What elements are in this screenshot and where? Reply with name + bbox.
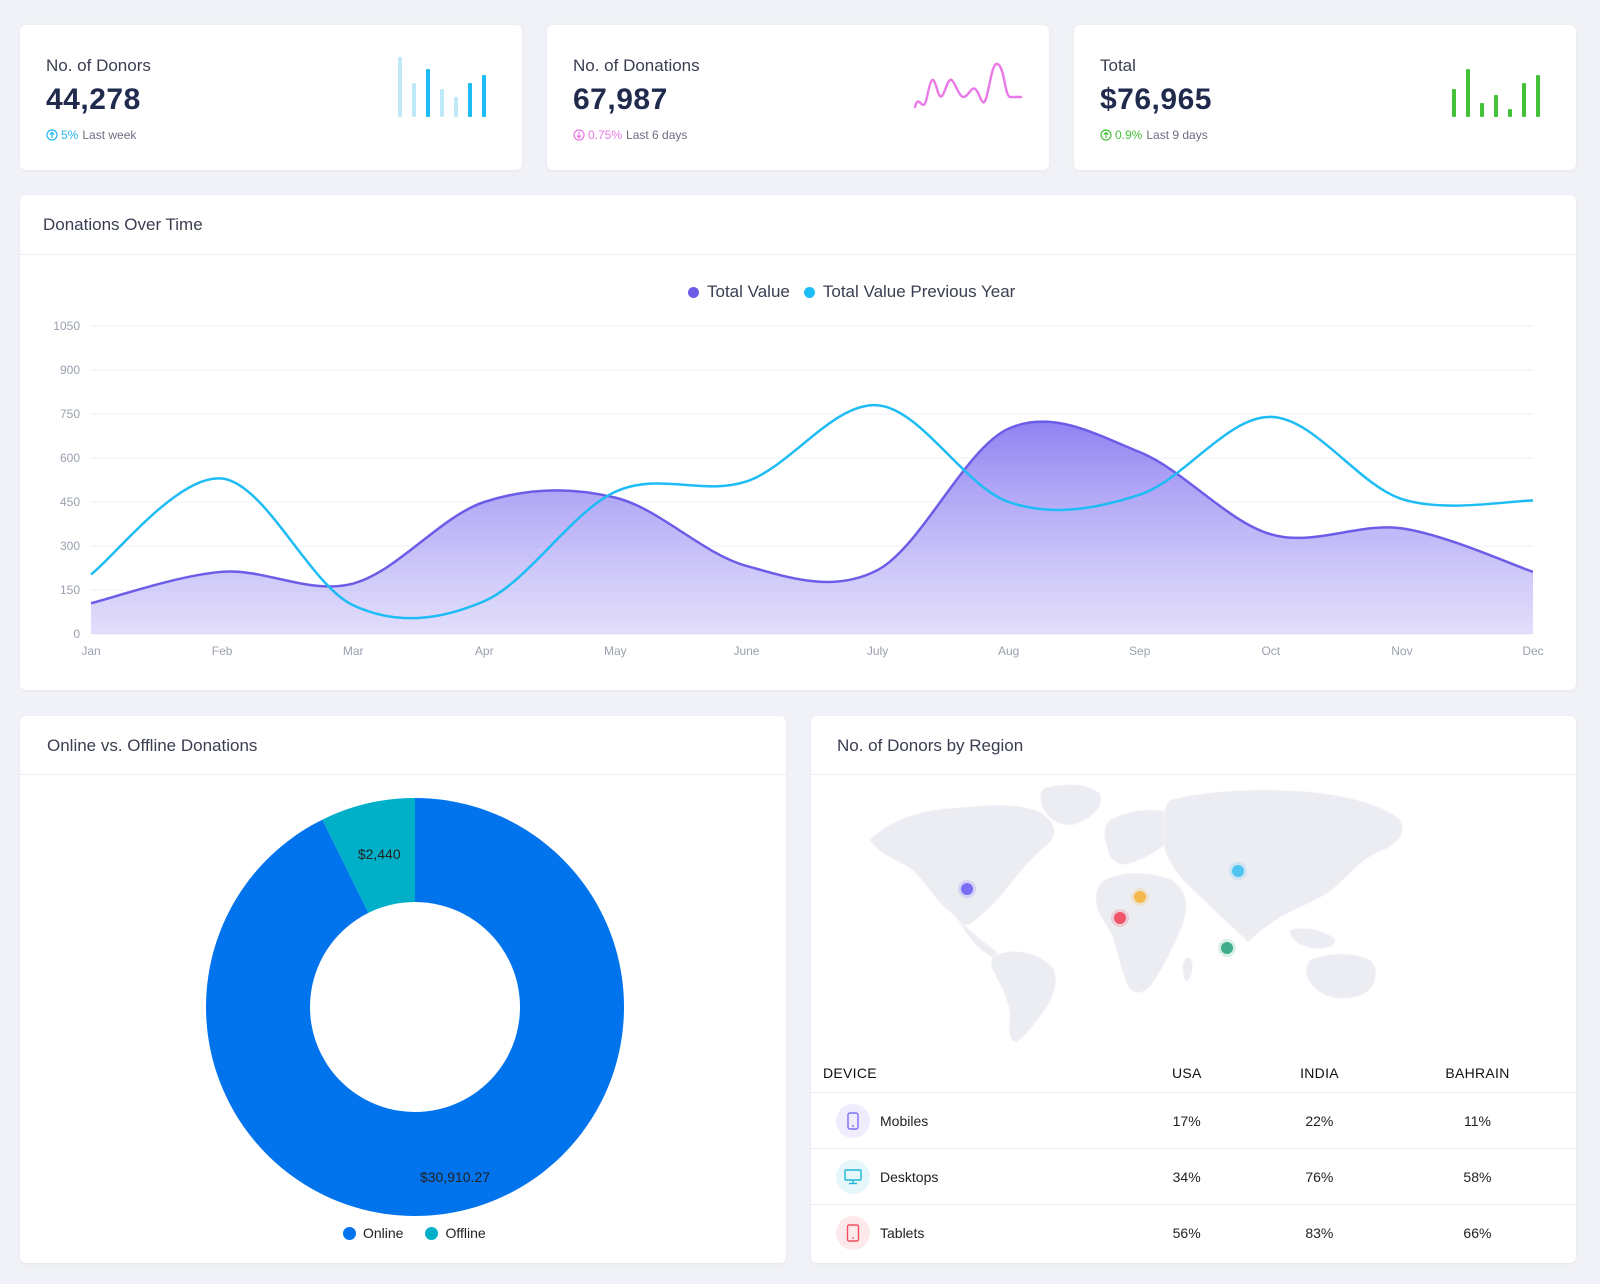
stat-card-donations: No. of Donations 67,987 0.75% Last 6 day… xyxy=(547,25,1049,170)
stat-trend-percent: 0.75% xyxy=(588,128,623,142)
map-north-america xyxy=(869,804,1055,926)
column-header-bahrain[interactable]: BAHRAIN xyxy=(1445,1065,1510,1081)
legend-swatch xyxy=(803,286,815,298)
stat-title: No. of Donations xyxy=(573,56,700,75)
stat-title: Total xyxy=(1100,56,1136,75)
total-sparkline-bars xyxy=(1452,69,1540,117)
stat-card-donors: No. of Donors 44,278 5% Last week xyxy=(20,25,522,170)
table-row[interactable]: Desktops 34% 76% 58% xyxy=(811,1148,1576,1204)
arrow-down-circle-icon xyxy=(573,129,585,141)
map-marker-europe[interactable] xyxy=(1134,891,1146,903)
table-row[interactable]: Mobiles 17% 22% 11% xyxy=(811,1092,1576,1148)
stat-trend: 5% Last week xyxy=(46,128,136,142)
cell-india: 76% xyxy=(1305,1168,1334,1185)
panel-divider xyxy=(811,774,1576,775)
column-header-india[interactable]: INDIA xyxy=(1300,1065,1339,1081)
cell-usa: 34% xyxy=(1172,1168,1201,1185)
device-name: Desktops xyxy=(880,1168,939,1185)
table-row[interactable]: Tablets 56% 83% 66% xyxy=(811,1204,1576,1260)
legend-swatch xyxy=(688,286,699,298)
map-southeast-asia xyxy=(1289,928,1336,949)
legend-item-online[interactable]: Online xyxy=(343,1225,403,1241)
cell-usa: 17% xyxy=(1172,1112,1201,1129)
cell-usa: 56% xyxy=(1172,1224,1201,1241)
device-table: DEVICE USA INDIA BAHRAIN Mobiles 17% 22%… xyxy=(811,1054,1576,1260)
stat-trend-period: Last 9 days xyxy=(1146,128,1208,142)
device-name: Mobiles xyxy=(880,1112,929,1129)
map-asia xyxy=(1163,789,1403,943)
donations-sparkline xyxy=(913,62,1023,109)
map-madagascar xyxy=(1182,957,1193,982)
legend-item-offline[interactable]: Offline xyxy=(425,1225,486,1241)
desktop-icon xyxy=(836,1159,870,1194)
spark-bars xyxy=(398,57,486,117)
donut-legend: Online Offline xyxy=(343,1225,486,1241)
map-marker-usa[interactable] xyxy=(961,883,973,895)
stat-trend-percent: 0.9% xyxy=(1115,128,1143,142)
map-marker-indian-ocean[interactable] xyxy=(1221,942,1233,954)
panel-divider xyxy=(20,254,1576,255)
stat-trend-period: Last 6 days xyxy=(626,128,688,142)
device-cell: Mobiles xyxy=(811,1103,1113,1138)
donors-sparkline-bars xyxy=(398,57,486,117)
stat-value: 67,987 xyxy=(573,83,668,116)
legend-item-previous-year[interactable]: Total Value Previous Year xyxy=(803,282,1016,302)
stat-trend-period: Last week xyxy=(82,128,137,142)
map-greenland xyxy=(1039,784,1102,826)
legend-label: Total Value Previous Year xyxy=(822,282,1016,301)
panel-title: Online vs. Offline Donations xyxy=(47,736,258,755)
stat-value: $76,965 xyxy=(1100,83,1212,116)
stat-value: 44,278 xyxy=(46,83,141,116)
device-cell: Desktops xyxy=(811,1159,1113,1194)
legend-swatch xyxy=(425,1226,439,1240)
legend-swatch xyxy=(343,1226,356,1240)
cell-india: 83% xyxy=(1305,1224,1334,1241)
legend-label: Online xyxy=(363,1225,404,1241)
mobile-icon xyxy=(836,1103,870,1138)
arrow-up-circle-icon xyxy=(1100,129,1112,141)
panel-title: Donations Over Time xyxy=(43,215,203,234)
table-header-row: DEVICE USA INDIA BAHRAIN xyxy=(811,1054,1576,1092)
stat-title: No. of Donors xyxy=(46,56,151,75)
stat-trend: 0.75% Last 6 days xyxy=(573,128,687,142)
cell-bahrain: 11% xyxy=(1463,1112,1491,1129)
cell-bahrain: 66% xyxy=(1463,1224,1492,1241)
legend-item-total-value[interactable]: Total Value xyxy=(688,282,790,302)
cell-bahrain: 58% xyxy=(1463,1168,1492,1185)
world-map xyxy=(869,784,1403,1043)
donations-over-time-card: Donations Over Time xyxy=(20,195,1576,690)
device-cell: Tablets xyxy=(811,1215,1113,1250)
tablet-icon xyxy=(836,1215,870,1250)
legend-label: Total Value xyxy=(707,282,790,301)
map-africa xyxy=(1095,872,1187,993)
column-header-usa[interactable]: USA xyxy=(1171,1065,1202,1081)
map-australia xyxy=(1306,953,1377,999)
stat-card-total: Total $76,965 0.9% Last 9 days xyxy=(1074,25,1576,170)
legend-label: Offline xyxy=(445,1225,486,1241)
device-name: Tablets xyxy=(880,1224,925,1241)
panel-divider xyxy=(20,774,786,775)
cell-india: 22% xyxy=(1305,1112,1334,1129)
map-marker-central-asia[interactable] xyxy=(1232,865,1244,877)
map-central-america xyxy=(959,921,998,959)
panel-title: No. of Donors by Region xyxy=(837,736,1024,755)
online-offline-card: Online vs. Offline Donations xyxy=(20,716,786,1263)
map-south-america xyxy=(990,951,1057,1043)
stat-trend: 0.9% Last 9 days xyxy=(1100,128,1208,142)
line-chart-legend: Total Value Total Value Previous Year xyxy=(688,282,1015,302)
arrow-up-circle-icon xyxy=(46,129,58,141)
map-marker-west-africa[interactable] xyxy=(1114,912,1126,924)
column-header-device[interactable]: DEVICE xyxy=(823,1065,877,1081)
stat-trend-percent: 5% xyxy=(61,128,79,142)
